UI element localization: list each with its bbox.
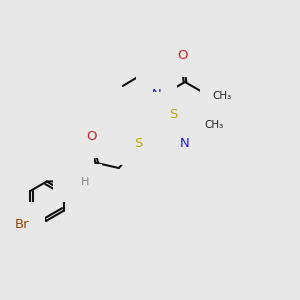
Text: O: O [86,130,97,142]
Text: N: N [69,173,79,187]
Text: CH₃: CH₃ [205,120,224,130]
Text: CH₃: CH₃ [212,91,232,101]
Text: N: N [152,88,162,100]
Text: S: S [135,136,143,149]
Text: Br: Br [14,218,29,231]
Text: S: S [169,108,177,121]
Text: H: H [81,177,89,187]
Text: O: O [177,49,187,62]
Text: N: N [180,136,190,149]
